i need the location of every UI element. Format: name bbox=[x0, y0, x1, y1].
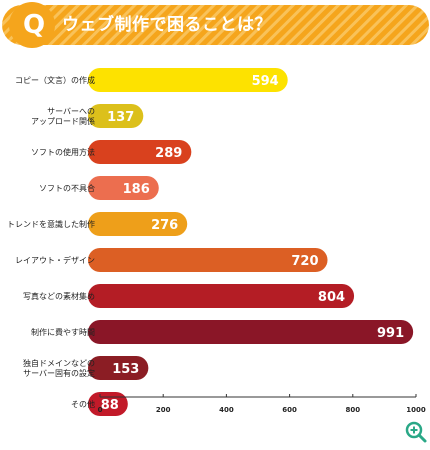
banner-bar bbox=[2, 5, 429, 45]
category-label: 独自ドメインなどのサーバー固有の設定 bbox=[23, 358, 95, 378]
question-title: ウェブ制作で困ることは？ bbox=[62, 15, 272, 35]
bar bbox=[88, 212, 188, 236]
bar-value-label: 991 bbox=[377, 326, 404, 341]
category-label-line: 写真などの素材集め bbox=[23, 291, 95, 301]
bar bbox=[88, 320, 414, 344]
category-label-line: 独自ドメインなどの bbox=[23, 358, 95, 368]
bar-chart: 594 コピー（文言）の作成 137 サーバーへのアップロード関係 289 ソフトの使用方… bbox=[7, 68, 426, 416]
bar-value-label: 137 bbox=[107, 110, 134, 125]
x-tick-label: 600 bbox=[282, 406, 297, 414]
category-label: レイアウト・デザイン bbox=[15, 255, 95, 265]
q-badge-letter: Q bbox=[22, 10, 46, 40]
bar-value-label: 186 bbox=[123, 182, 150, 197]
x-tick-label: 400 bbox=[219, 406, 234, 414]
category-label-line: 制作に費やす時間 bbox=[31, 327, 95, 337]
banner-background bbox=[2, 2, 429, 48]
category-label-line: ソフトの不具合 bbox=[39, 183, 95, 193]
x-tick-label: 1000 bbox=[406, 406, 426, 414]
category-label: ソフトの使用方法 bbox=[31, 147, 95, 157]
bar bbox=[88, 176, 159, 200]
category-label-line: その他 bbox=[71, 399, 95, 409]
bar-value-label: 88 bbox=[101, 398, 119, 413]
category-label: コピー（文言）の作成 bbox=[15, 75, 95, 85]
bar bbox=[88, 68, 288, 92]
bar-value-label: 289 bbox=[155, 146, 182, 161]
category-label-line: サーバーへの bbox=[47, 107, 95, 116]
category-label: 写真などの素材集め bbox=[23, 291, 95, 301]
bar-value-label: 804 bbox=[318, 290, 345, 305]
bar bbox=[88, 104, 144, 128]
bar bbox=[88, 284, 355, 308]
category-label: サーバーへのアップロード関係 bbox=[31, 107, 95, 126]
bar-value-label: 594 bbox=[252, 74, 279, 89]
zoom-button[interactable] bbox=[404, 420, 428, 444]
category-label-line: アップロード関係 bbox=[31, 117, 95, 126]
zoom-in-icon bbox=[405, 421, 427, 443]
x-tick-label: 0 bbox=[98, 406, 103, 414]
category-label-line: ソフトの使用方法 bbox=[31, 147, 95, 157]
bar-value-label: 276 bbox=[151, 218, 178, 233]
x-tick-label: 800 bbox=[345, 406, 360, 414]
category-label: ソフトの不具合 bbox=[39, 183, 95, 193]
category-label-line: レイアウト・デザイン bbox=[15, 255, 95, 265]
q-badge bbox=[9, 2, 55, 48]
category-label: トレンドを意識した制作 bbox=[7, 219, 95, 229]
bar-value-label: 153 bbox=[112, 362, 139, 377]
category-label: その他 bbox=[71, 399, 95, 409]
category-label-line: コピー（文言）の作成 bbox=[15, 75, 95, 85]
bar bbox=[88, 356, 149, 380]
bar bbox=[88, 248, 328, 272]
bar bbox=[88, 392, 128, 416]
bar bbox=[88, 140, 192, 164]
category-label-line: トレンドを意識した制作 bbox=[7, 219, 95, 229]
x-tick-label: 200 bbox=[156, 406, 171, 414]
question-banner: Q ウェブ制作で困ることは？ bbox=[2, 0, 429, 50]
bar-value-label: 720 bbox=[291, 254, 318, 269]
category-label-line: サーバー固有の設定 bbox=[23, 368, 95, 378]
category-label: 制作に費やす時間 bbox=[31, 327, 95, 337]
